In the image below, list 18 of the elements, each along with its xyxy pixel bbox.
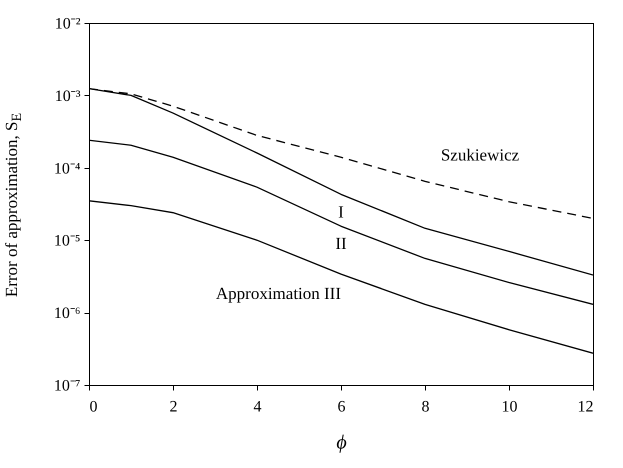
series-label: I xyxy=(338,202,344,222)
x-tick-label: 6 xyxy=(338,398,346,416)
x-tick-label: 8 xyxy=(422,398,430,416)
series-label: Approximation III xyxy=(216,284,342,304)
y-tick-label: 10⁻⁶ xyxy=(54,305,80,322)
x-tick-label: 4 xyxy=(254,398,262,416)
y-tick-label: 10⁻⁴ xyxy=(54,160,81,178)
y-tick-label: 10⁻² xyxy=(54,16,81,32)
x-tick-label: 10 xyxy=(502,398,518,416)
x-tick-label: 2 xyxy=(170,398,178,416)
x-tick-label: 12 xyxy=(578,398,594,416)
series-label: II xyxy=(335,234,347,254)
x-tick-label: 0 xyxy=(90,398,98,416)
y-tick-label: 10⁻⁷ xyxy=(54,378,80,394)
y-tick-label: 10⁻⁵ xyxy=(54,232,80,250)
x-axis-title: ϕ xyxy=(336,432,347,454)
y-tick-label: 10⁻³ xyxy=(54,88,81,105)
series-label: Szukiewicz xyxy=(440,145,520,164)
